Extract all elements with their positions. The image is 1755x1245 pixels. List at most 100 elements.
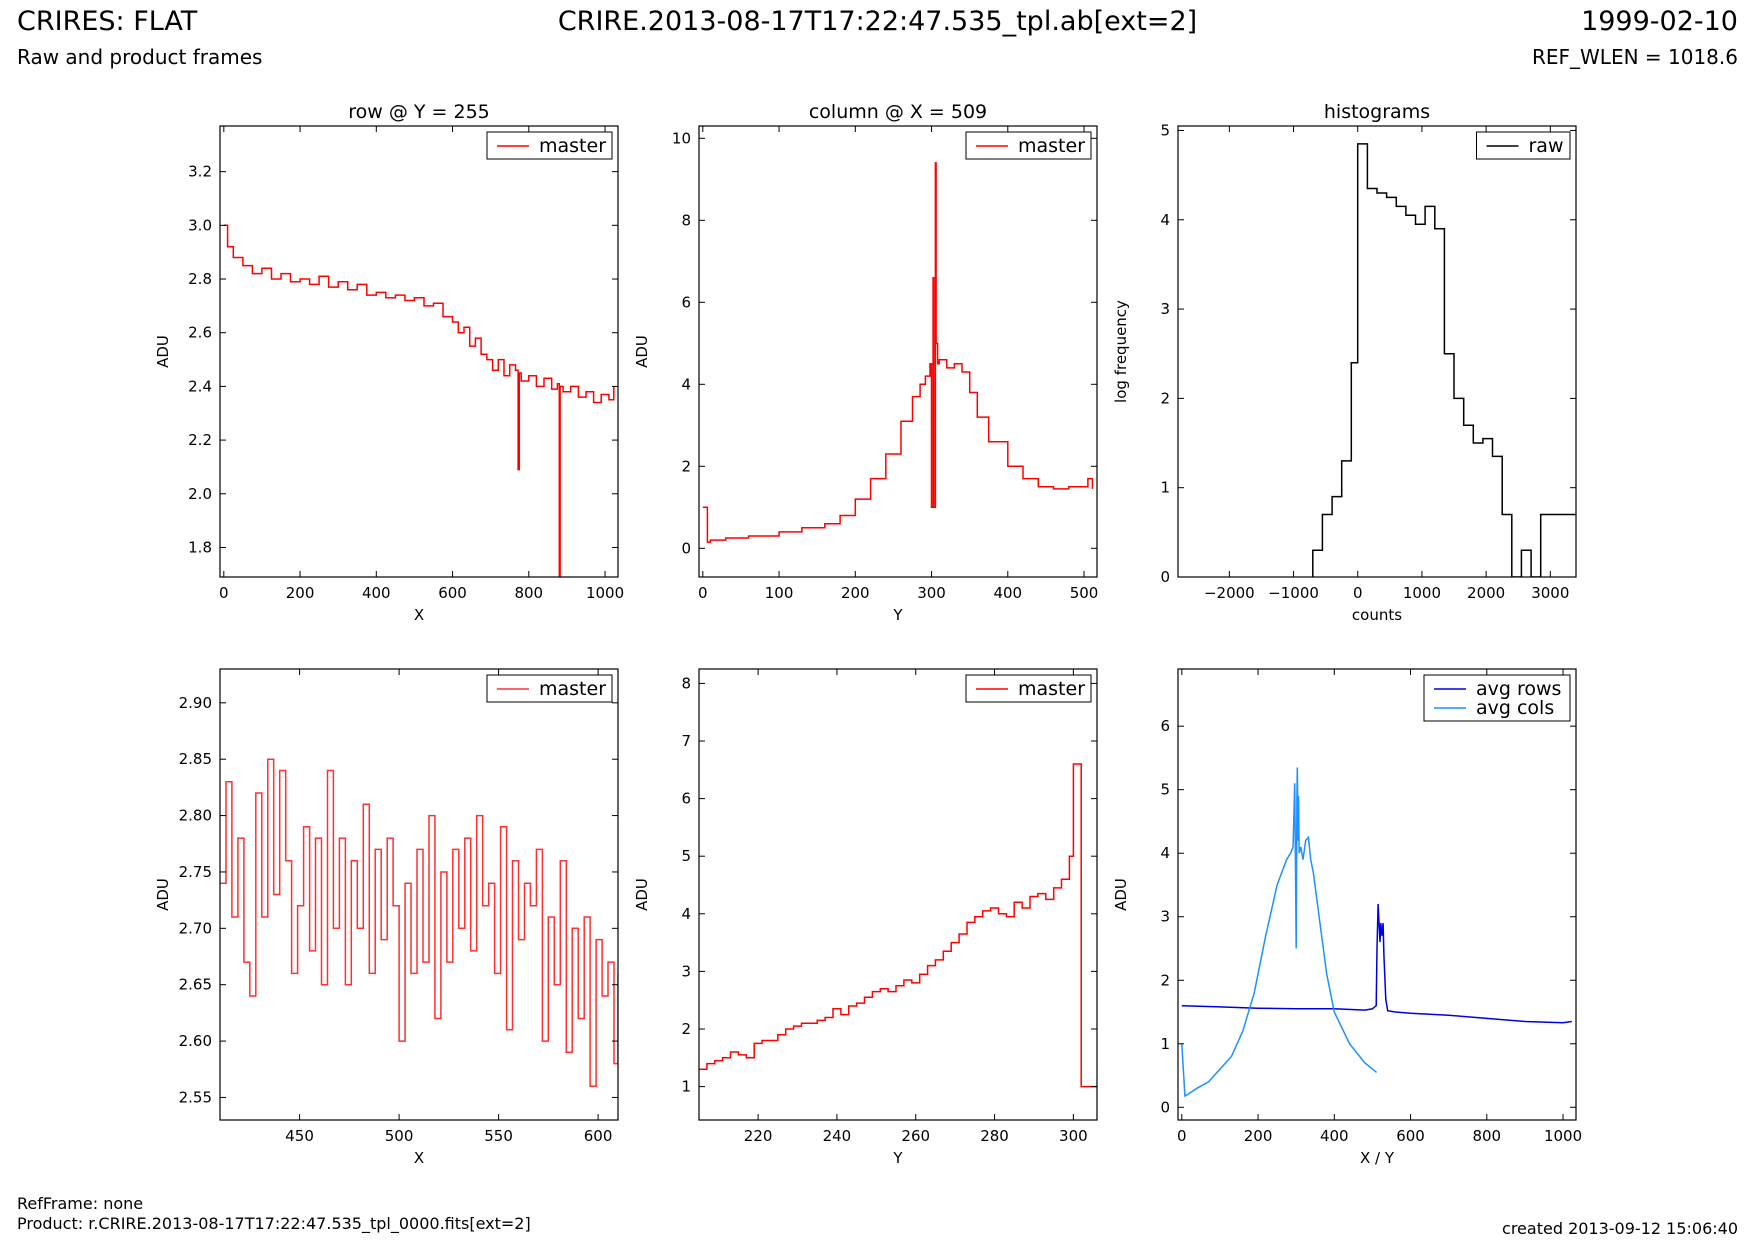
- x-tick-label: 600: [438, 584, 467, 602]
- x-axis-label: Y: [892, 606, 903, 624]
- chart-column-zoom: 220 240 260 280 300 1 2 3 4 5 6 7 8 Y ADU master: [633, 668, 1098, 1167]
- y-axis-label: ADU: [633, 335, 651, 368]
- chart-title: column @ X = 509: [809, 101, 987, 123]
- y-tick-label: 3: [1160, 300, 1170, 318]
- x-tick-label: 450: [285, 1127, 314, 1145]
- x-tick-label: 300: [917, 584, 946, 602]
- y-tick-label: 2.6: [188, 324, 212, 342]
- chart-row-zoom: 450 500 550 600 2.55 2.60 2.65 2.70 2.75 2.80 2.85…: [154, 668, 619, 1167]
- plot-frame: [698, 125, 1098, 578]
- y-tick-label: 1: [1160, 1035, 1170, 1053]
- x-axis-label: X / Y: [1360, 1149, 1395, 1167]
- y-tick-label: 2.70: [179, 919, 212, 937]
- y-tick-label: 2.75: [179, 863, 212, 881]
- y-tick-label: 2: [681, 1020, 691, 1038]
- x-tick-label: −1000: [1268, 584, 1319, 602]
- series-line-master: [223, 224, 615, 577]
- y-tick-label: 3.0: [188, 216, 212, 234]
- y-tick-label: 10: [672, 129, 691, 147]
- y-axis-label: ADU: [633, 878, 651, 911]
- y-tick-label: 2.8: [188, 270, 212, 288]
- y-tick-label: 2.0: [188, 485, 212, 503]
- chart-column-full: 0 100 200 300 400 500 0 2 4 6 8 10 column @ X = 509 Y…: [633, 101, 1098, 624]
- y-tick-label: 2.4: [188, 377, 212, 395]
- x-tick-label: 200: [1244, 1127, 1273, 1145]
- x-tick-label: 400: [1320, 1127, 1349, 1145]
- y-tick-label: 0: [1160, 1098, 1170, 1116]
- y-tick-label: 2.2: [188, 431, 212, 449]
- plot-frame: [219, 668, 619, 1121]
- x-tick-label: 800: [514, 584, 543, 602]
- x-tick-label: 0: [219, 584, 229, 602]
- legend-box: [1423, 674, 1571, 722]
- x-tick-label: 800: [1472, 1127, 1501, 1145]
- x-tick-label: 500: [385, 1127, 414, 1145]
- x-tick-label: 300: [1059, 1127, 1088, 1145]
- x-tick-label: 1000: [1544, 1127, 1582, 1145]
- chart-averages: 0 200 400 600 800 1000 0 1 2 3 4 5 6 X / Y ADU avg rows…: [1112, 668, 1582, 1167]
- legend: master: [965, 674, 1092, 703]
- x-tick-label: 220: [744, 1127, 773, 1145]
- page-title: CRIRES: FLAT: [17, 6, 198, 37]
- y-tick-label: 2.60: [179, 1032, 212, 1050]
- y-tick-label: 1: [681, 1078, 691, 1096]
- y-tick-label: 8: [681, 674, 691, 692]
- y-tick-label: 3: [1160, 908, 1170, 926]
- x-tick-label: 3000: [1531, 584, 1569, 602]
- chart-histograms: −2000 −1000 0 1000 2000 3000 0 1 2 3 4 5 histograms c…: [1112, 101, 1577, 624]
- legend-label: master: [1018, 678, 1085, 700]
- y-tick-label: 6: [681, 790, 691, 808]
- ref-wlen-label: REF_WLEN = 1018.6: [1531, 45, 1738, 69]
- series-line-master: [702, 162, 1094, 543]
- plot-frame: [219, 125, 619, 578]
- series-line-master: [220, 758, 618, 1087]
- y-axis-label: ADU: [1112, 878, 1130, 911]
- y-tick-label: 8: [681, 211, 691, 229]
- y-tick-label: 0: [681, 539, 691, 557]
- x-axis-label: X: [414, 1149, 424, 1167]
- x-tick-label: 2000: [1467, 584, 1505, 602]
- y-tick-label: 4: [1160, 211, 1170, 229]
- x-axis-label: counts: [1352, 606, 1402, 624]
- legend-label: master: [539, 135, 606, 157]
- x-tick-label: −2000: [1204, 584, 1255, 602]
- x-tick-label: 100: [765, 584, 794, 602]
- y-tick-label: 1.8: [188, 538, 212, 556]
- legend: raw: [1476, 131, 1571, 160]
- plot-frame: [1177, 668, 1577, 1121]
- legend-label: master: [1018, 135, 1085, 157]
- y-axis-label: ADU: [154, 335, 172, 368]
- y-tick-label: 4: [1160, 844, 1170, 862]
- product-label: Product: r.CRIRE.2013-08-17T17:22:47.535…: [17, 1214, 531, 1233]
- legend-label: raw: [1529, 135, 1564, 157]
- y-tick-label: 2.90: [179, 694, 212, 712]
- x-tick-label: 400: [993, 584, 1022, 602]
- x-axis-label: Y: [892, 1149, 903, 1167]
- legend: master: [486, 131, 613, 160]
- y-tick-label: 2.65: [179, 976, 212, 994]
- plot-frame: [698, 668, 1098, 1121]
- plot-frame: [1177, 125, 1577, 578]
- y-tick-label: 2.85: [179, 750, 212, 768]
- x-tick-label: 240: [823, 1127, 852, 1145]
- x-tick-label: 200: [286, 584, 315, 602]
- y-tick-label: 2: [1160, 971, 1170, 989]
- y-tick-label: 6: [1160, 717, 1170, 735]
- y-tick-label: 3: [681, 962, 691, 980]
- chart-row-full: 0 200 400 600 800 1000 1.8 2.0 2.2 2.4 2.6 2.8 3.0 3.…: [154, 101, 624, 624]
- x-axis-label: X: [414, 606, 424, 624]
- legend-label: avg rows: [1476, 678, 1561, 700]
- y-axis-label: ADU: [154, 878, 172, 911]
- x-tick-label: 600: [584, 1127, 613, 1145]
- series-line-avg-cols: [1181, 767, 1378, 1098]
- y-tick-label: 2: [681, 457, 691, 475]
- y-tick-label: 2.55: [179, 1088, 212, 1106]
- y-axis-label: log frequency: [1112, 300, 1130, 403]
- legend-label: avg cols: [1476, 697, 1554, 719]
- x-tick-label: 260: [901, 1127, 930, 1145]
- x-tick-label: 400: [362, 584, 391, 602]
- chart-title: row @ Y = 255: [348, 101, 490, 123]
- y-tick-label: 6: [681, 293, 691, 311]
- legend: master: [965, 131, 1092, 160]
